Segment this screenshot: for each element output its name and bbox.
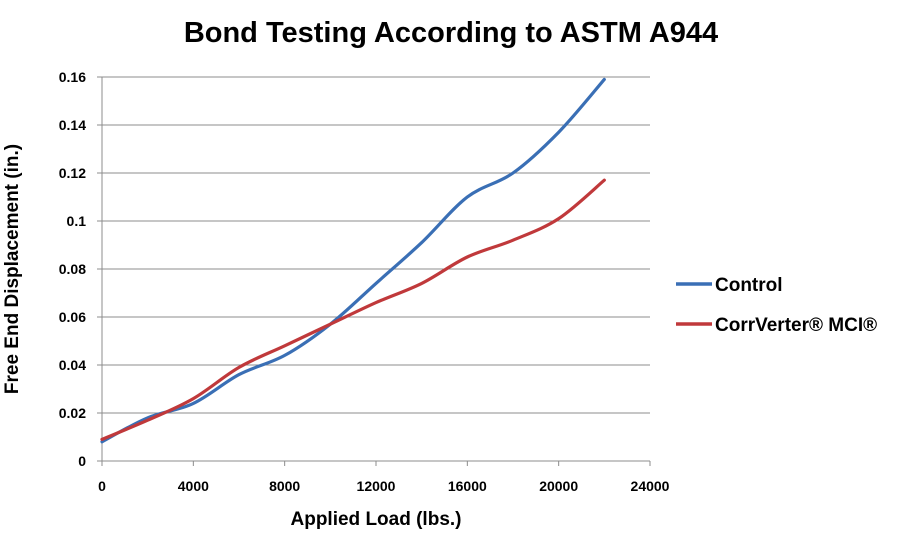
x-tick-label-3: 12000 bbox=[357, 478, 396, 494]
x-tick-label-5: 20000 bbox=[539, 478, 578, 494]
x-tick-label-6: 24000 bbox=[631, 478, 670, 494]
y-tick-label-4: 0.08 bbox=[59, 261, 86, 277]
chart-title: Bond Testing According to ASTM A944 bbox=[184, 17, 718, 49]
legend-label-1: CorrVerter® MCI® bbox=[715, 315, 877, 336]
y-tick-label-7: 0.14 bbox=[59, 117, 86, 133]
x-axis-ticks: 0 4000 8000 12000 16000 20000 24000 bbox=[98, 461, 670, 494]
y-axis-title: Free End Displacement (in.) bbox=[2, 144, 23, 394]
y-axis-ticks: 0 0.02 0.04 0.06 0.08 0.1 0.12 0.14 0.16 bbox=[59, 69, 102, 469]
x-tick-label-2: 8000 bbox=[269, 478, 300, 494]
y-tick-label-2: 0.04 bbox=[59, 357, 86, 373]
y-tick-label-1: 0.02 bbox=[59, 405, 86, 421]
series-lines bbox=[100, 77, 606, 444]
x-tick-label-1: 4000 bbox=[178, 478, 209, 494]
legend: Control CorrVerter® MCI® bbox=[676, 275, 877, 336]
y-tick-label-3: 0.06 bbox=[59, 309, 86, 325]
series-line-0 bbox=[100, 77, 606, 444]
x-tick-label-4: 16000 bbox=[448, 478, 487, 494]
gridlines bbox=[102, 76, 650, 414]
series-line-1 bbox=[100, 178, 606, 441]
legend-label-0: Control bbox=[715, 275, 783, 296]
x-tick-label-0: 0 bbox=[98, 478, 106, 494]
y-tick-label-8: 0.16 bbox=[59, 69, 86, 85]
y-tick-label-0: 0 bbox=[78, 453, 86, 469]
y-tick-label-6: 0.12 bbox=[59, 165, 86, 181]
y-tick-label-5: 0.1 bbox=[67, 213, 87, 229]
x-axis-title: Applied Load (lbs.) bbox=[291, 509, 462, 530]
